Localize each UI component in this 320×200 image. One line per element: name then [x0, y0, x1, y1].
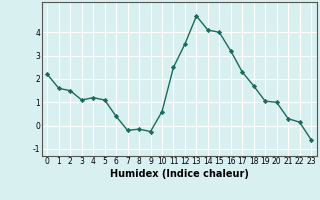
X-axis label: Humidex (Indice chaleur): Humidex (Indice chaleur) [110, 169, 249, 179]
